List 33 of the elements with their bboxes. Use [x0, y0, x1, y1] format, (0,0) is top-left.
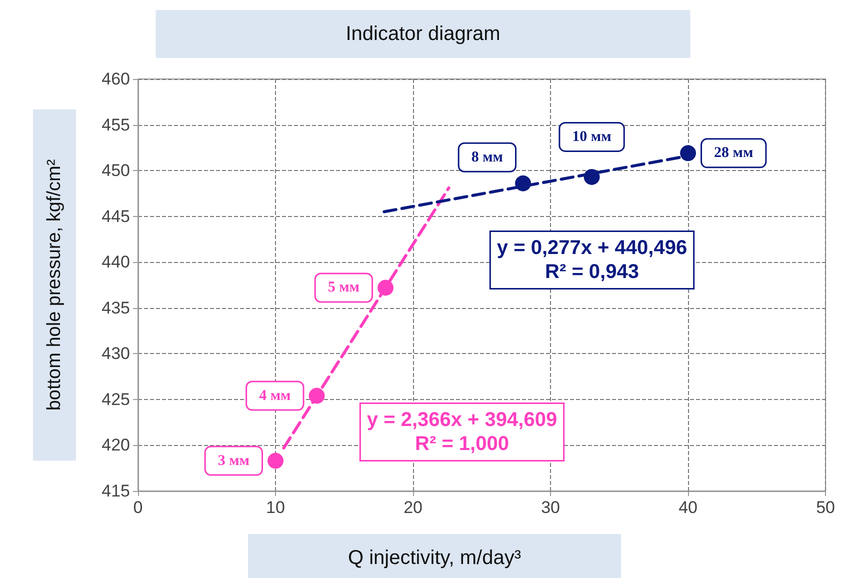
annotation: 10 мм: [572, 128, 612, 145]
point: [515, 175, 532, 192]
point: [378, 280, 394, 296]
y-axis-title: bottom hole pressure, kgf/cm²: [44, 159, 65, 411]
y-tick-label: 455: [102, 115, 130, 134]
y-tick-label: 415: [102, 482, 130, 500]
x-tick-label: 30: [541, 498, 560, 517]
annotation: 8 мм: [471, 149, 504, 166]
annotation: 28 мм: [714, 145, 754, 162]
y-tick-label: 425: [102, 390, 130, 409]
annotation: y = 2,366x + 394,609 R² = 1,000: [366, 409, 558, 455]
point: [680, 145, 696, 162]
y-tick-label: 445: [102, 206, 130, 226]
chart-title: Indicator diagram: [346, 23, 500, 45]
point: [308, 388, 325, 404]
annotation: 3 мм: [218, 452, 250, 469]
y-tick-label: 450: [102, 161, 130, 180]
point: [584, 168, 600, 185]
y-tick-label: 430: [102, 344, 130, 364]
x-axis-title: Q injectivity, m/day³: [348, 547, 522, 569]
x-tick-label: 0: [133, 498, 143, 517]
y-tick-label: 435: [102, 298, 130, 318]
x-tick-label: 40: [678, 498, 698, 517]
y-tick-label: 420: [102, 436, 130, 455]
x-tick-label: 20: [404, 498, 422, 517]
x-tick-label: 50: [816, 498, 836, 517]
y-tick-label: 460: [102, 70, 130, 88]
annotation: 4 мм: [259, 388, 291, 404]
point: [268, 452, 284, 469]
annotation: y = 0,277x + 440,496 R² = 0,943: [496, 237, 688, 283]
x-tick-label: 10: [266, 498, 285, 517]
y-tick-label: 440: [102, 252, 130, 272]
annotation: 5 мм: [328, 280, 360, 296]
